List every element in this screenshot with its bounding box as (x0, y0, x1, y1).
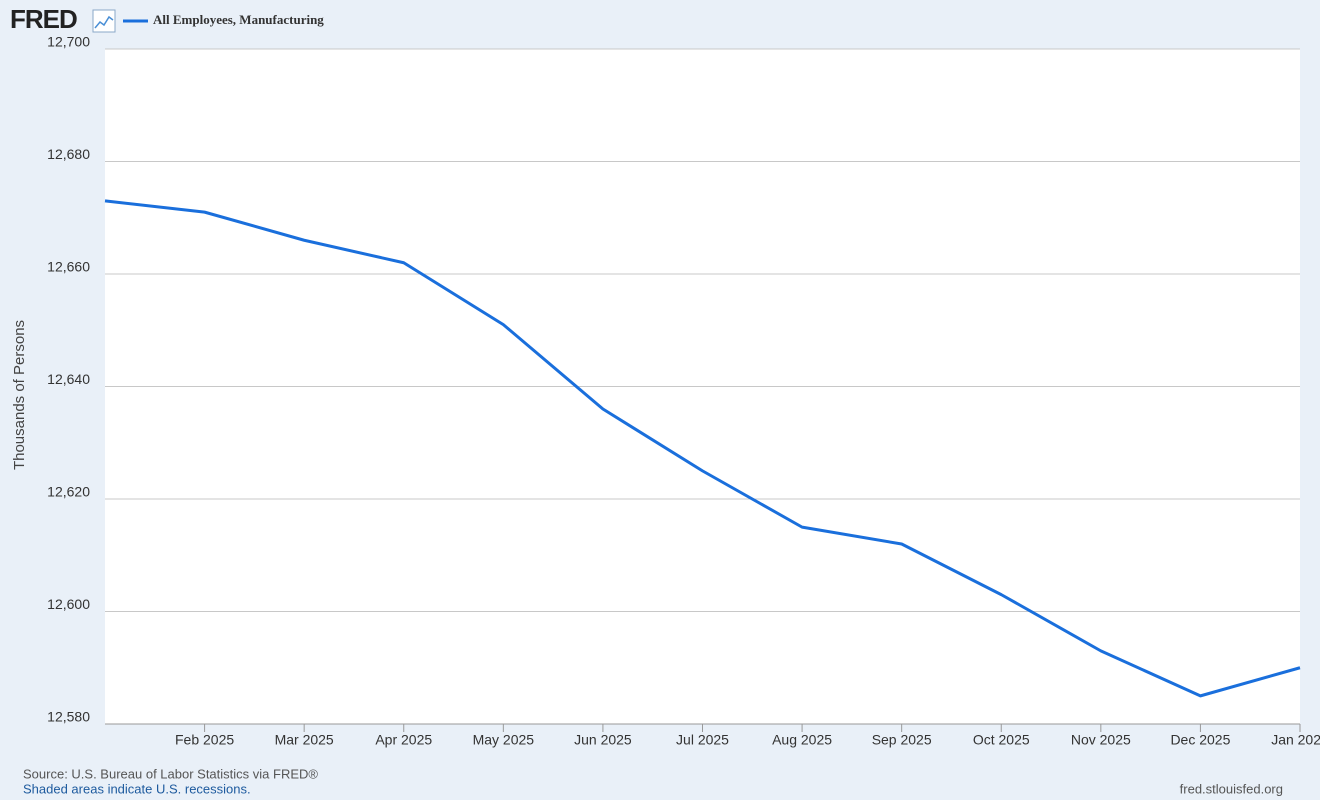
x-tick-label: Apr 2025 (375, 732, 432, 748)
x-tick-label: Jan 2026 (1271, 732, 1320, 748)
site-link[interactable]: fred.stlouisfed.org (1180, 781, 1283, 796)
x-tick-label: Aug 2025 (772, 732, 832, 748)
y-tick-label: 12,640 (47, 371, 90, 387)
y-tick-label: 12,700 (47, 34, 90, 50)
x-tick-label: Nov 2025 (1071, 732, 1131, 748)
x-tick-label: Feb 2025 (175, 732, 234, 748)
logo-icon (92, 9, 116, 33)
x-tick-label: Mar 2025 (275, 732, 334, 748)
y-tick-label: 12,660 (47, 259, 90, 275)
logo: FRED (10, 4, 77, 34)
y-tick-label: 12,680 (47, 146, 90, 162)
x-tick-label: Dec 2025 (1170, 732, 1230, 748)
legend-label: All Employees, Manufacturing (153, 12, 324, 27)
x-tick-label: Jun 2025 (574, 732, 632, 748)
y-tick-label: 12,600 (47, 596, 90, 612)
x-tick-label: May 2025 (473, 732, 535, 748)
source: Source: U.S. Bureau of Labor Statistics … (23, 766, 318, 781)
y-tick-label: 12,580 (47, 709, 90, 725)
y-tick-label: 12,620 (47, 484, 90, 500)
x-tick-label: Jul 2025 (676, 732, 729, 748)
series-line (104, 199, 1301, 698)
x-tick-label: Sep 2025 (872, 732, 932, 748)
x-tick-label: Oct 2025 (973, 732, 1030, 748)
y-axis-label: Thousands of Persons (11, 320, 28, 470)
note[interactable]: Shaded areas indicate U.S. recessions. (23, 781, 251, 796)
